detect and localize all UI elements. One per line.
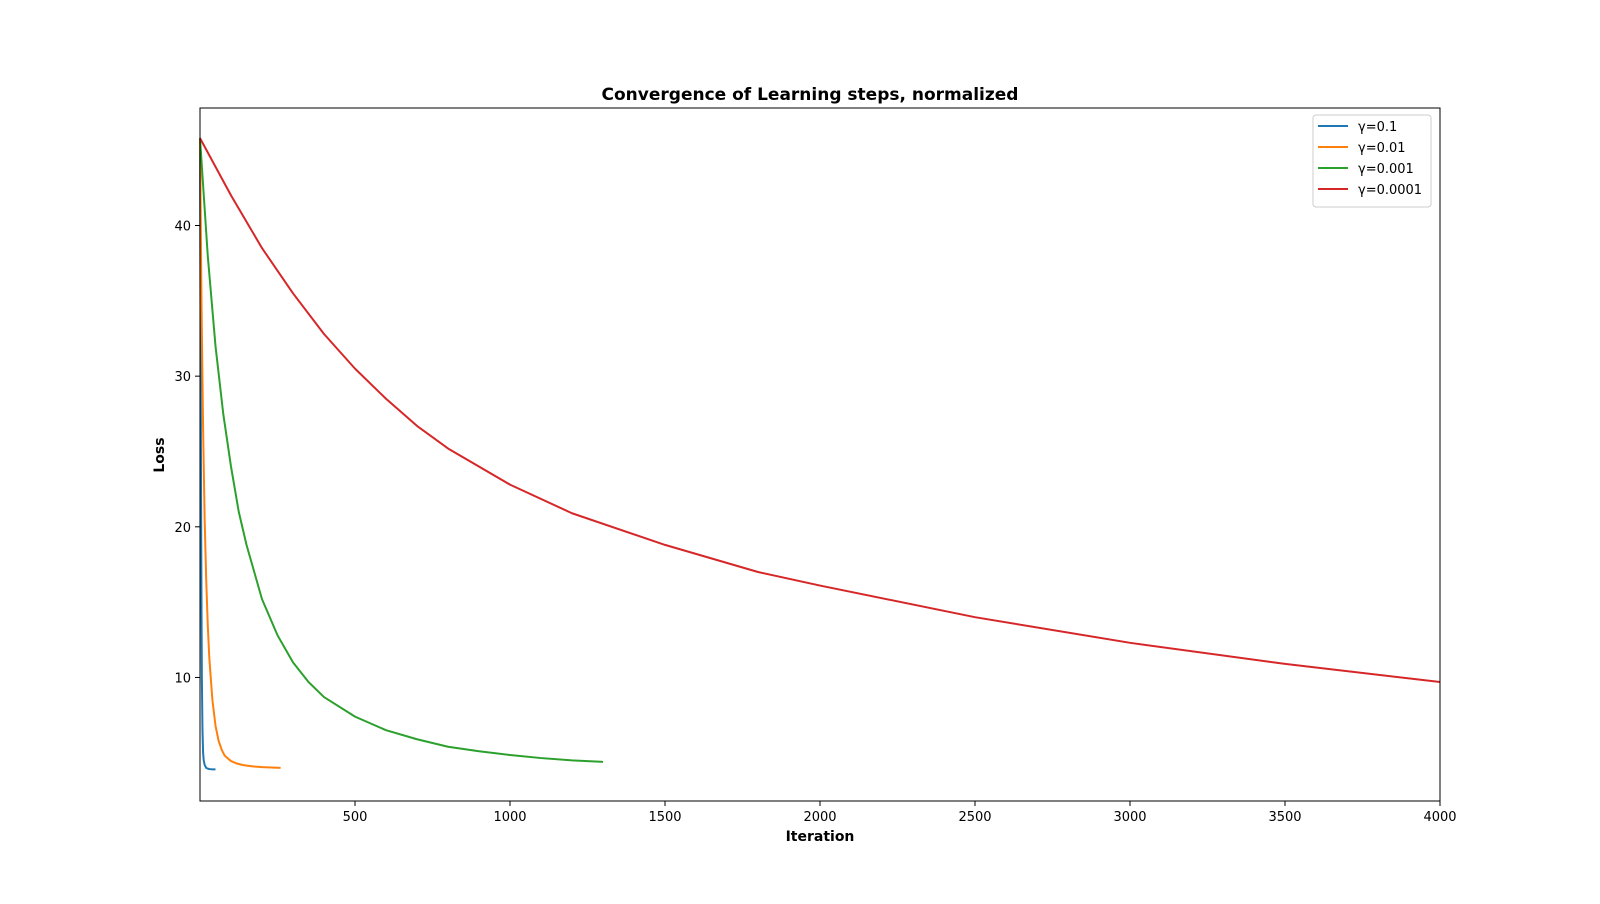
series-line-1 [199,138,216,771]
x-tick-label: 1500 [648,810,681,825]
series-line-2 [199,138,281,769]
y-tick-label: 30 [174,370,191,385]
x-axis-label: Iteration [786,829,855,845]
legend-label-3: γ=0.001 [1358,162,1414,177]
y-tick-label: 10 [174,671,191,686]
x-tick-label: 3000 [1113,810,1146,825]
series-line-3 [199,138,604,763]
x-tick-label: 2500 [958,810,991,825]
y-axis-label: Loss [152,437,168,472]
legend-label-1: γ=0.1 [1358,120,1397,135]
series-line-4 [199,137,1441,683]
y-tick-label: 40 [174,220,191,235]
x-axis-ticks: 500 1000 1500 2000 2500 3000 3500 4000 [343,801,1457,825]
x-tick-label: 500 [343,810,368,825]
x-tick-label: 1000 [493,810,526,825]
x-tick-label: 3500 [1268,810,1301,825]
x-tick-label: 2000 [803,810,836,825]
series-layer [199,137,1441,771]
x-tick-label: 4000 [1423,810,1456,825]
y-axis-ticks: 10 20 30 40 [174,220,200,686]
y-tick-label: 20 [174,521,191,536]
legend-label-2: γ=0.01 [1358,141,1406,156]
legend-box [1312,114,1432,208]
chart-title: Convergence of Learning steps, normalize… [602,85,1019,105]
legend-label-4: γ=0.0001 [1358,183,1422,198]
legend: γ=0.1 γ=0.01 γ=0.001 γ=0.0001 [1312,114,1432,208]
